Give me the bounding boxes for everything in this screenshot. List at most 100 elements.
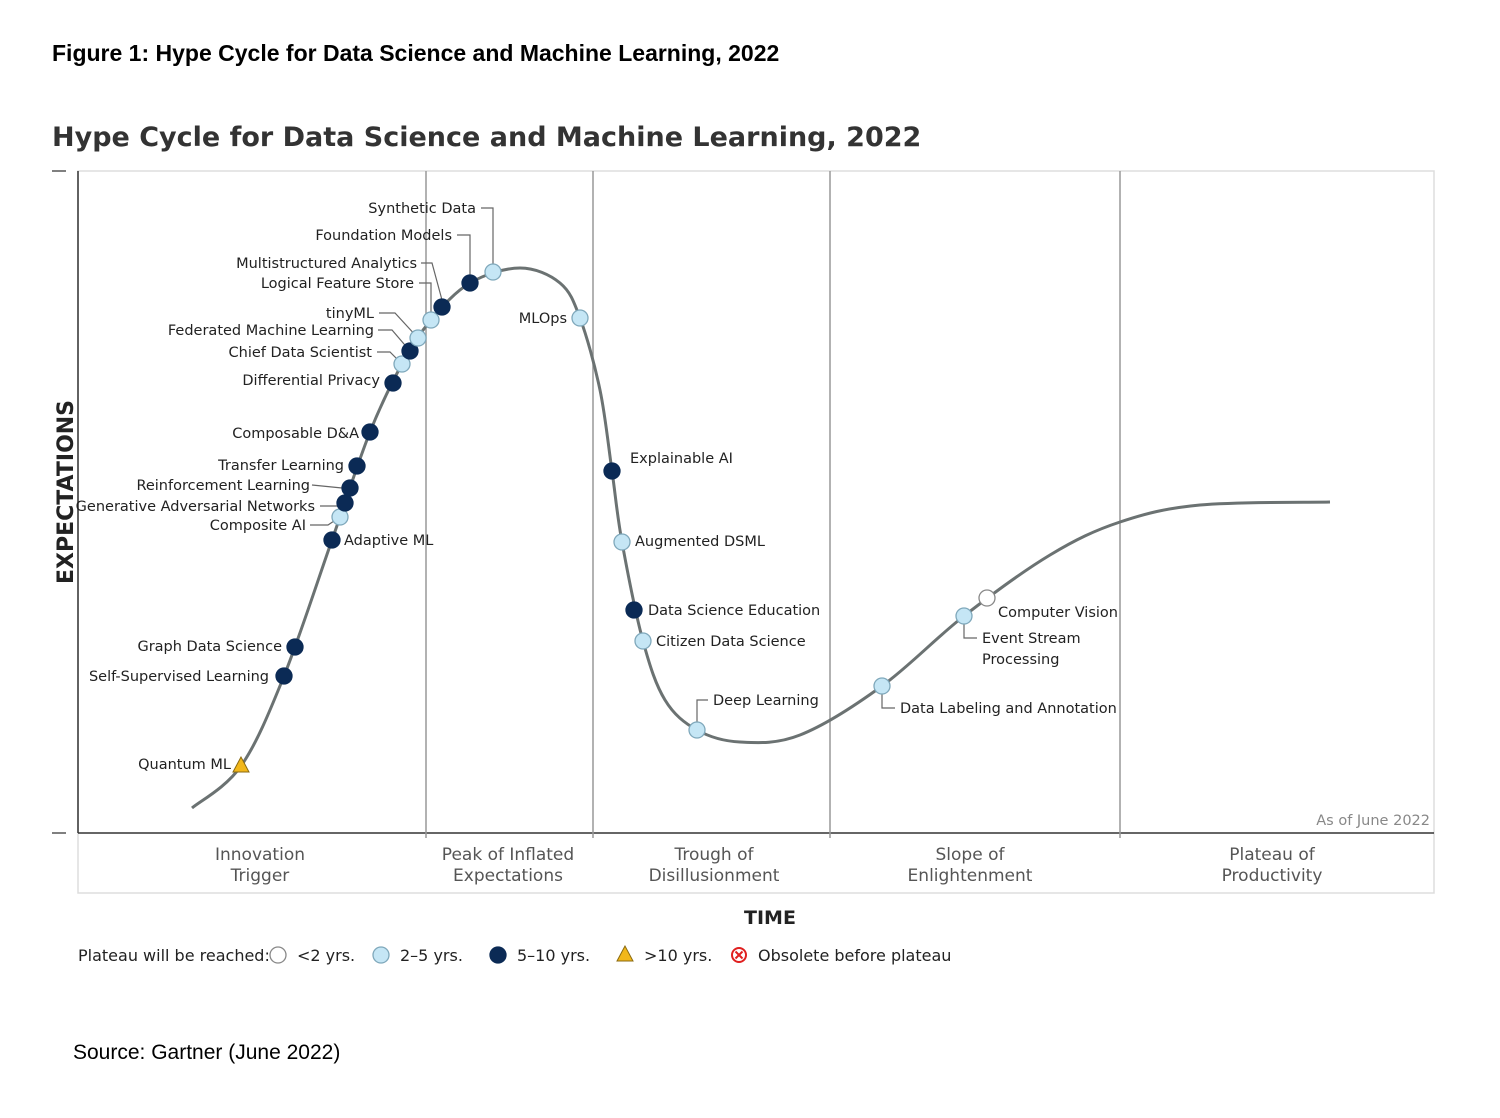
legend-marker: [489, 946, 507, 964]
hype-item: Citizen Data Science: [634, 632, 806, 650]
legend-label: 2–5 yrs.: [400, 946, 463, 965]
leader-line: [421, 262, 443, 301]
item-label: Logical Feature Store: [261, 276, 414, 292]
leader-line: [419, 282, 432, 312]
hype-item: Differential Privacy: [242, 373, 402, 392]
y-axis-label: EXPECTATIONS: [54, 400, 79, 584]
item-label: Reinforcement Learning: [136, 478, 310, 494]
item-marker: [384, 374, 402, 392]
hype-item: Generative Adversarial Networks: [76, 494, 354, 515]
leader-line: [378, 329, 411, 352]
item-marker: [873, 677, 891, 695]
item-marker: [409, 329, 427, 347]
item-label: Deep Learning: [713, 693, 819, 709]
item-marker: [422, 311, 440, 329]
hype-item: Computer Vision: [978, 589, 1118, 621]
legend-entry-obsolete: Obsolete before plateau: [731, 946, 951, 965]
legend-marker: [269, 946, 287, 964]
legend-marker: [616, 944, 634, 962]
leader-line: [881, 694, 895, 709]
item-label: Quantum ML: [138, 757, 231, 773]
phase-label: Plateau of: [1229, 845, 1316, 865]
hype-item: Synthetic Data: [368, 201, 502, 281]
phase-label: Disillusionment: [649, 866, 780, 886]
item-label: Synthetic Data: [368, 201, 476, 217]
hype-item: tinyML: [326, 306, 427, 347]
leader-line: [696, 699, 708, 722]
hype-item: Composable D&A: [232, 423, 379, 442]
item-marker: [401, 342, 419, 360]
item-label: Composable D&A: [232, 426, 359, 442]
item-label: Adaptive ML: [344, 533, 433, 549]
item-label: Foundation Models: [315, 228, 452, 244]
legend-marker-x: [734, 950, 744, 960]
leader-line: [963, 624, 977, 639]
item-marker: [571, 309, 589, 327]
item-label: tinyML: [326, 306, 374, 322]
item-marker: [625, 601, 643, 619]
item-marker: [232, 755, 250, 773]
hype-item: Data Science Education: [625, 601, 820, 619]
item-marker: [688, 721, 706, 739]
item-label: Generative Adversarial Networks: [76, 499, 315, 515]
legend-entry-gt10: >10 yrs.: [616, 944, 712, 965]
item-label: Self-Supervised Learning: [89, 669, 269, 685]
item-label: Citizen Data Science: [656, 634, 806, 650]
item-marker: [613, 533, 631, 551]
phase-label: Expectations: [453, 866, 563, 886]
hype-item: Reinforcement Learning: [136, 478, 359, 497]
item-label: Federated Machine Learning: [168, 323, 374, 339]
item-marker: [341, 479, 359, 497]
item-marker: [603, 462, 621, 480]
item-marker: [361, 423, 379, 441]
legend-label: 5–10 yrs.: [517, 946, 590, 965]
phase-label: Peak of Inflated: [442, 845, 574, 865]
item-label: Chief Data Scientist: [229, 345, 373, 361]
item-marker: [461, 274, 479, 292]
item-label: Graph Data Science: [137, 639, 282, 655]
leader-line: [457, 234, 471, 276]
leader-line: [311, 484, 343, 489]
hype-item: Augmented DSML: [613, 533, 765, 551]
item-label: Explainable AI: [630, 451, 733, 467]
legend-label: Obsolete before plateau: [758, 946, 951, 965]
item-marker: [978, 589, 996, 607]
hype-item: Data Labeling and Annotation: [873, 677, 1117, 717]
as-of-annotation: As of June 2022: [1316, 813, 1430, 829]
item-marker: [484, 263, 502, 281]
legend-entry-lt2: <2 yrs.: [269, 946, 355, 965]
hype-item: Deep Learning: [688, 693, 819, 739]
hype-item: Graph Data Science: [137, 638, 304, 656]
item-marker: [336, 494, 354, 512]
hype-item: Foundation Models: [315, 228, 479, 292]
chart-title: Hype Cycle for Data Science and Machine …: [52, 122, 921, 153]
item-label: Data Science Education: [648, 603, 820, 619]
item-label: Computer Vision: [998, 605, 1118, 621]
source-note: Source: Gartner (June 2022): [73, 1041, 341, 1064]
leader-line: [379, 312, 419, 339]
phase-label: Trough of: [673, 845, 754, 865]
item-label: MLOps: [519, 311, 567, 327]
x-axis-label: TIME: [744, 907, 796, 929]
hype-item: Adaptive ML: [323, 531, 433, 549]
hype-item: Composite AI: [210, 508, 349, 534]
hype-item: Quantum ML: [138, 755, 250, 773]
item-label: Augmented DSML: [635, 534, 765, 550]
phase-label: Productivity: [1222, 866, 1323, 886]
legend-label: >10 yrs.: [644, 946, 712, 965]
legend-entry-5to10: 5–10 yrs.: [489, 946, 590, 965]
item-label: Data Labeling and Annotation: [900, 701, 1117, 717]
item-marker: [275, 667, 293, 685]
item-marker: [634, 632, 652, 650]
phase-label: Slope of: [936, 845, 1006, 865]
legend-marker: [372, 946, 390, 964]
hype-item: Multistructured Analytics: [236, 256, 451, 316]
item-label: Composite AI: [210, 518, 306, 534]
hype-item: Federated Machine Learning: [168, 323, 419, 360]
legend-label: <2 yrs.: [297, 946, 355, 965]
legend-title: Plateau will be reached:: [78, 946, 270, 965]
item-marker: [433, 298, 451, 316]
hype-item: Logical Feature Store: [261, 276, 440, 329]
figure-title: Figure 1: Hype Cycle for Data Science an…: [52, 40, 780, 66]
hype-item: Transfer Learning: [217, 457, 366, 475]
